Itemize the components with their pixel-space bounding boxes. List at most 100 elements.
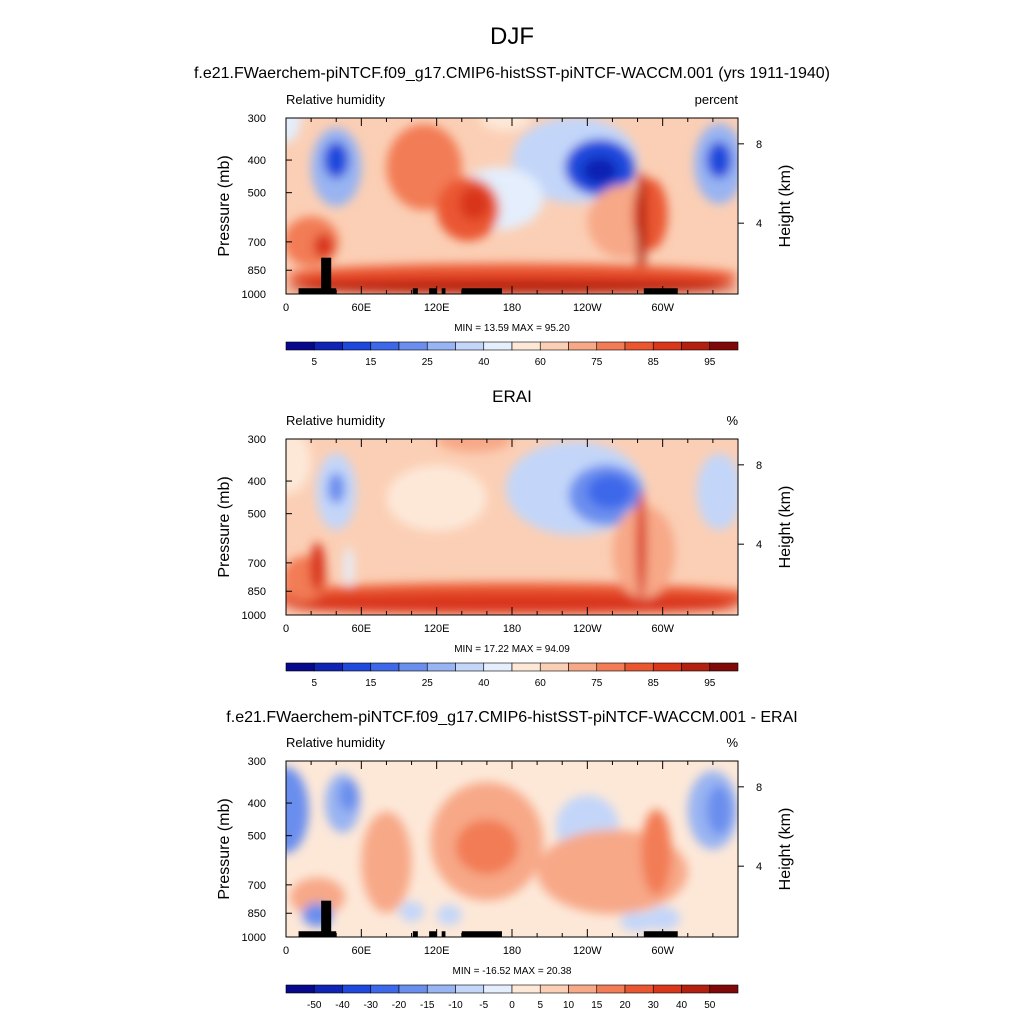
- contour-region-9: [641, 809, 672, 896]
- x-tick-label: 60E: [352, 945, 372, 957]
- colorbar-box: [285, 662, 315, 672]
- contour-region-10: [289, 877, 346, 917]
- y-tick-label: 300: [248, 113, 266, 125]
- terrain-block-1: [321, 900, 332, 937]
- height-axis-label: Height (km): [777, 165, 794, 248]
- colorbar-box: [511, 984, 541, 994]
- variable-label: Relative humidity: [286, 92, 385, 107]
- colorbar-box: [370, 341, 400, 351]
- height-tick-label: 8: [756, 139, 762, 151]
- page-title: DJF: [490, 23, 534, 50]
- colorbar-box: [370, 662, 400, 672]
- colorbar-box: [285, 984, 315, 994]
- x-tick-label: 60W: [651, 302, 674, 314]
- x-tick-label: 0: [283, 623, 289, 635]
- x-tick-label: 120W: [573, 945, 602, 957]
- colorbar: -50 -40 -30 -20 -15 -10 -5 0 5 10 15 20 30 40 50: [285, 984, 739, 1011]
- colorbar-label: -30: [364, 1000, 379, 1011]
- colorbar-label: 95: [704, 357, 716, 368]
- height-tick-label: 4: [756, 539, 762, 551]
- x-tick-label: 120E: [424, 302, 450, 314]
- terrain-block-2: [412, 288, 418, 294]
- colorbar-label: 15: [365, 678, 377, 689]
- y-axis-label: Pressure (mb): [216, 155, 233, 256]
- units-label: %: [726, 735, 738, 750]
- colorbar-box: [426, 341, 456, 351]
- contour-region-0: [286, 767, 309, 854]
- terrain-block-2: [412, 931, 418, 937]
- colorbar-box: [455, 984, 485, 994]
- colorbar-label: -20: [392, 1000, 407, 1011]
- colorbar-label: 25: [422, 678, 434, 689]
- contour-field: [286, 439, 738, 615]
- terrain-block-5: [461, 288, 502, 294]
- colorbar-box: [313, 341, 343, 351]
- colorbar-box: [483, 662, 513, 672]
- x-tick-label: 0: [283, 302, 289, 314]
- x-tick-label: 180: [503, 623, 521, 635]
- height-axis-label: Height (km): [777, 486, 794, 569]
- y-tick-label: 1000: [242, 289, 266, 301]
- contour-region-13: [636, 490, 647, 600]
- y-axis-label: Pressure (mb): [216, 476, 233, 577]
- x-tick-label: 120E: [424, 623, 450, 635]
- colorbar-box: [455, 662, 485, 672]
- chart-panel-3: f.e21.FWaerchem-piNTCF.f09_g17.CMIP6-his…: [216, 709, 798, 1011]
- contour-region-13: [636, 169, 647, 279]
- colorbar-box: [624, 984, 654, 994]
- colorbar-label: 40: [676, 1000, 688, 1011]
- contour-region-2: [338, 780, 359, 812]
- colorbar-box: [511, 662, 541, 672]
- x-tick-label: 120W: [573, 302, 602, 314]
- y-tick-label: 700: [248, 558, 266, 570]
- colorbar-label: 0: [509, 1000, 515, 1011]
- contour-region-13: [436, 904, 462, 926]
- y-tick-label: 400: [248, 798, 266, 810]
- colorbar-box: [681, 341, 711, 351]
- colorbar-box: [652, 662, 682, 672]
- x-tick-label: 0: [283, 945, 289, 957]
- colorbar-label: 75: [591, 678, 603, 689]
- colorbar-label: 30: [648, 1000, 660, 1011]
- colorbar-box: [568, 984, 598, 994]
- colorbar-box: [652, 341, 682, 351]
- variable-label: Relative humidity: [286, 735, 385, 750]
- y-tick-label: 500: [248, 188, 266, 200]
- height-axis-label: Height (km): [777, 808, 794, 891]
- contour-region-6: [286, 439, 312, 495]
- contour-region-15: [313, 233, 334, 259]
- panel-title: f.e21.FWaerchem-piNTCF.f09_g17.CMIP6-his…: [194, 65, 830, 82]
- colorbar-box: [539, 662, 569, 672]
- colorbar: 5 15 25 40 60 75 85 95: [285, 662, 739, 689]
- colorbar-label: 25: [422, 357, 434, 368]
- units-label: percent: [695, 92, 739, 107]
- height-tick-label: 4: [756, 861, 762, 873]
- colorbar-box: [342, 341, 372, 351]
- contour-region-19: [286, 118, 302, 143]
- contour-region-7: [455, 819, 519, 875]
- colorbar-box: [596, 984, 626, 994]
- colorbar-label: 10: [563, 1000, 575, 1011]
- colorbar-box: [681, 984, 711, 994]
- terrain-block-3: [429, 288, 437, 294]
- y-tick-label: 850: [248, 908, 266, 920]
- min-max-stats: MIN = 13.59 MAX = 95.20: [454, 323, 570, 334]
- height-tick-label: 8: [756, 782, 762, 794]
- colorbar-label: 15: [365, 357, 377, 368]
- terrain-block-0: [298, 931, 337, 937]
- x-tick-label: 180: [503, 302, 521, 314]
- colorbar-box: [426, 662, 456, 672]
- terrain-block-6: [643, 931, 678, 937]
- y-tick-label: 850: [248, 265, 266, 277]
- colorbar-label: 5: [311, 357, 317, 368]
- terrain-block-0: [298, 288, 337, 294]
- y-tick-label: 1000: [242, 610, 266, 622]
- contour-region-4: [582, 156, 618, 185]
- colorbar-box: [709, 662, 739, 672]
- contour-region-5: [706, 785, 732, 835]
- colorbar-box: [455, 341, 485, 351]
- panel-title: ERAI: [492, 387, 532, 406]
- terrain-block-4: [441, 931, 446, 937]
- variable-label: Relative humidity: [286, 413, 385, 428]
